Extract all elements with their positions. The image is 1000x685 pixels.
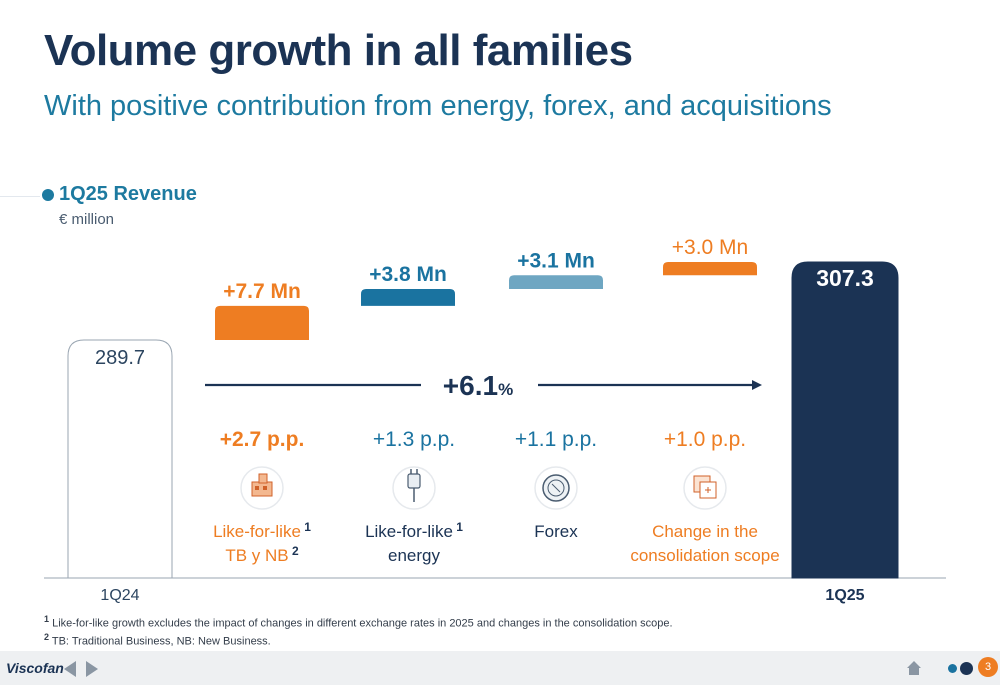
- previous-slide-icon[interactable]: [64, 661, 76, 677]
- bar-delta-2: [361, 289, 455, 306]
- driver-label-line2: consolidation scope: [630, 546, 779, 565]
- legend-label: 1Q25 Revenue: [59, 183, 197, 205]
- progress-dot-icon: [960, 662, 973, 675]
- coin-icon: [542, 474, 570, 502]
- driver-label-text: energy: [388, 546, 440, 565]
- driver-pp-label: +1.1 p.p.: [515, 428, 597, 451]
- footnote-2-mark: 2: [44, 632, 50, 642]
- footnote-1-mark: 1: [44, 614, 50, 624]
- factory-icon: [251, 473, 273, 497]
- bar-1q25: [791, 261, 899, 579]
- driver-label-line1: Forex: [534, 522, 578, 541]
- driver-label-line1: Change in the: [652, 522, 758, 541]
- scope-icon: [693, 475, 717, 499]
- driver-label-line2: energy: [388, 546, 440, 565]
- waterfall-chart: 289.7 +7.7 Mn +3.8 Mn +3.1 Mn +3.0 Mn 307.3 1Q…: [44, 236, 946, 604]
- driver-label-text: Like-for-like: [365, 522, 453, 541]
- footnote-marker: 1: [301, 520, 311, 534]
- growth-unit: %: [498, 380, 513, 399]
- bar-value-label: +3.8 Mn: [369, 263, 447, 286]
- driver-label-text: consolidation scope: [630, 546, 779, 565]
- legend-dot-icon: [42, 189, 54, 201]
- page-title: Volume growth in all families: [44, 26, 633, 75]
- driver-label-text: TB y NB: [225, 546, 288, 565]
- footnote-marker: 2: [289, 544, 299, 558]
- bar-delta-4: [663, 262, 757, 276]
- home-icon[interactable]: [906, 660, 922, 676]
- footnote-2: 2 TB: Traditional Business, NB: New Busi…: [44, 632, 271, 648]
- footnote-marker: 1: [453, 520, 463, 534]
- driver-pp-label: +1.0 p.p.: [664, 428, 746, 451]
- driver-label-line1: Like-for-like 1: [213, 520, 311, 541]
- footnote-1-text: Like-for-like growth excludes the impact…: [52, 617, 673, 630]
- growth-arrow-head-icon: [752, 380, 762, 390]
- footnote-1: 1 Like-for-like growth excludes the impa…: [44, 614, 673, 630]
- x-tick-label: 1Q25: [825, 587, 864, 604]
- page-number: 3: [978, 657, 998, 677]
- unit-label: € million: [59, 211, 115, 228]
- bottom-bar: [0, 651, 1000, 685]
- growth-label: +6.1%: [443, 370, 513, 401]
- bar-value-label: +3.0 Mn: [672, 236, 748, 259]
- driver-pp-label: +1.3 p.p.: [373, 428, 455, 451]
- decorative-line: [0, 196, 40, 197]
- x-tick-label: 1Q24: [100, 587, 139, 604]
- bar-value-label: +3.1 Mn: [517, 249, 595, 272]
- bar-value-label: +7.7 Mn: [223, 280, 301, 303]
- bar-1q24: [67, 339, 173, 579]
- bar-delta-3: [509, 275, 603, 290]
- page-subtitle: With positive contribution from energy, …: [44, 90, 832, 122]
- driver-label-text: Forex: [534, 522, 578, 541]
- driver-label-line1: Like-for-like 1: [365, 520, 463, 541]
- bar-delta-1: [215, 305, 309, 340]
- bar-value-label: 289.7: [95, 347, 145, 369]
- bar-value-label: 307.3: [816, 265, 874, 291]
- growth-value: +6.1: [443, 370, 498, 401]
- driver-label-line2: TB y NB 2: [225, 544, 299, 565]
- energy-plug-icon: [407, 469, 421, 502]
- footnote-2-text: TB: Traditional Business, NB: New Busine…: [51, 635, 271, 648]
- driver-label-text: Change in the: [652, 522, 758, 541]
- next-slide-icon[interactable]: [86, 661, 98, 677]
- driver-pp-label: +2.7 p.p.: [220, 428, 305, 451]
- progress-dot-icon: [948, 664, 957, 673]
- driver-label-text: Like-for-like: [213, 522, 301, 541]
- viscofan-logo: Viscofan: [6, 660, 64, 676]
